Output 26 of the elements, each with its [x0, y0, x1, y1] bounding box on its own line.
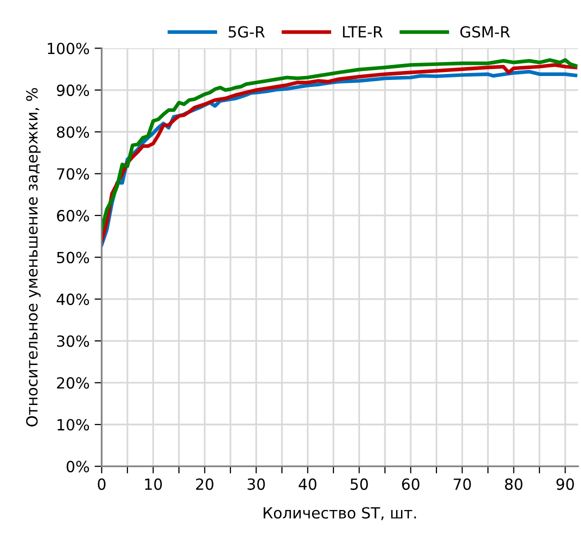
x-tick-label: 60	[402, 478, 420, 490]
x-tick-label: 50	[350, 478, 368, 490]
y-tick-label: 90%	[56, 84, 90, 96]
y-axis-title: Относительное уменьшение задержки, %	[26, 88, 41, 426]
y-tick-label: 80%	[56, 126, 90, 138]
y-tick-label: 40%	[56, 294, 90, 306]
y-tick-label: 30%	[57, 335, 90, 347]
x-tick-label: 40	[298, 478, 316, 490]
x-tick-label: 30	[248, 478, 265, 490]
x-axis-title: Количество ST, шт.	[264, 507, 416, 520]
x-tick-label: 70	[454, 478, 471, 490]
x-tick-label: 10	[145, 478, 162, 490]
legend-label: GSM-R	[460, 26, 510, 38]
x-tick-label: 20	[196, 478, 214, 490]
x-tick-label: 80	[505, 478, 522, 490]
y-tick-label: 60%	[56, 210, 90, 222]
x-tick-label: 90	[556, 478, 574, 490]
y-tick-label: 10%	[58, 418, 90, 431]
legend-label: 5G-R	[228, 26, 265, 38]
y-tick-label: 100%	[48, 42, 90, 54]
y-tick-label: 70%	[57, 168, 90, 180]
y-tick-label: 0%	[66, 460, 90, 472]
y-tick-label: 20%	[57, 377, 90, 389]
y-tick-label: 50%	[57, 252, 90, 264]
legend-label: LTE-R	[343, 26, 383, 38]
x-tick-label: 0	[98, 478, 106, 490]
